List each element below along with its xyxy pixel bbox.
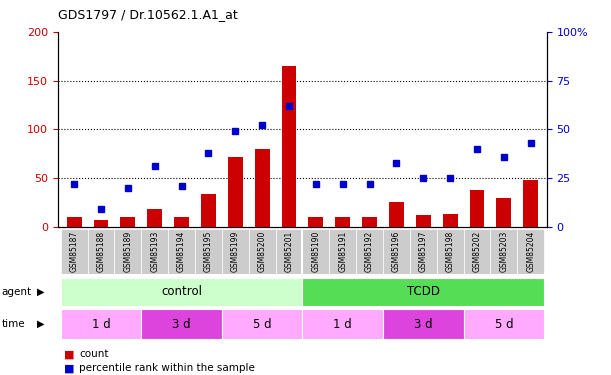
Bar — [141, 309, 222, 339]
Bar — [464, 309, 544, 339]
Bar — [255, 149, 269, 227]
Bar — [201, 194, 216, 227]
Bar — [282, 66, 296, 227]
Bar — [416, 215, 431, 227]
Bar — [309, 217, 323, 227]
Bar — [67, 217, 81, 227]
Text: GSM85200: GSM85200 — [258, 231, 266, 272]
Bar — [335, 217, 350, 227]
Bar — [464, 229, 491, 274]
Text: GSM85187: GSM85187 — [70, 231, 79, 272]
Bar — [362, 217, 377, 227]
Text: TCDD: TCDD — [407, 285, 440, 298]
Bar — [410, 229, 437, 274]
Text: GSM85198: GSM85198 — [445, 231, 455, 272]
Text: agent: agent — [2, 286, 32, 297]
Bar — [195, 229, 222, 274]
Text: GSM85195: GSM85195 — [204, 231, 213, 272]
Bar — [141, 229, 168, 274]
Text: time: time — [2, 319, 26, 329]
Bar — [383, 229, 410, 274]
Text: control: control — [161, 285, 202, 298]
Bar — [302, 229, 329, 274]
Text: GSM85204: GSM85204 — [526, 231, 535, 272]
Text: GSM85203: GSM85203 — [499, 231, 508, 272]
Text: 5 d: 5 d — [253, 318, 271, 330]
Bar — [222, 309, 302, 339]
Bar — [249, 229, 276, 274]
Text: count: count — [79, 350, 109, 359]
Text: GSM85191: GSM85191 — [338, 231, 347, 272]
Bar — [87, 229, 114, 274]
Bar — [437, 229, 464, 274]
Bar — [524, 180, 538, 227]
Text: GDS1797 / Dr.10562.1.A1_at: GDS1797 / Dr.10562.1.A1_at — [58, 8, 238, 21]
Bar — [93, 220, 108, 227]
Bar — [383, 309, 464, 339]
Bar — [174, 217, 189, 227]
Text: 1 d: 1 d — [334, 318, 352, 330]
Bar — [222, 229, 249, 274]
Text: GSM85193: GSM85193 — [150, 231, 159, 272]
Text: 5 d: 5 d — [494, 318, 513, 330]
Bar — [228, 157, 243, 227]
Text: ■: ■ — [64, 363, 75, 373]
Text: ▶: ▶ — [37, 286, 44, 297]
Bar — [276, 229, 302, 274]
Text: GSM85194: GSM85194 — [177, 231, 186, 272]
Bar — [114, 229, 141, 274]
Text: GSM85201: GSM85201 — [285, 231, 293, 272]
Bar — [443, 214, 458, 227]
Bar — [168, 229, 195, 274]
Bar — [147, 209, 162, 227]
Bar — [470, 190, 485, 227]
Text: GSM85192: GSM85192 — [365, 231, 374, 272]
Bar — [356, 229, 383, 274]
Bar — [497, 198, 511, 227]
Bar — [329, 229, 356, 274]
Text: percentile rank within the sample: percentile rank within the sample — [79, 363, 255, 373]
Bar — [302, 309, 383, 339]
Bar — [60, 229, 87, 274]
Text: 3 d: 3 d — [172, 318, 191, 330]
Text: GSM85202: GSM85202 — [472, 231, 481, 272]
Text: ▶: ▶ — [37, 319, 44, 329]
Text: GSM85190: GSM85190 — [312, 231, 320, 272]
Text: 3 d: 3 d — [414, 318, 433, 330]
Bar — [491, 229, 518, 274]
Text: 1 d: 1 d — [92, 318, 111, 330]
Bar — [518, 229, 544, 274]
Text: GSM85189: GSM85189 — [123, 231, 133, 272]
Bar — [389, 201, 404, 227]
Text: GSM85196: GSM85196 — [392, 231, 401, 272]
Text: GSM85199: GSM85199 — [231, 231, 240, 272]
Text: GSM85197: GSM85197 — [419, 231, 428, 272]
Text: GSM85188: GSM85188 — [97, 231, 106, 272]
Bar — [120, 217, 135, 227]
Bar — [302, 278, 544, 306]
Bar — [60, 278, 302, 306]
Bar — [60, 309, 141, 339]
Text: ■: ■ — [64, 350, 75, 359]
